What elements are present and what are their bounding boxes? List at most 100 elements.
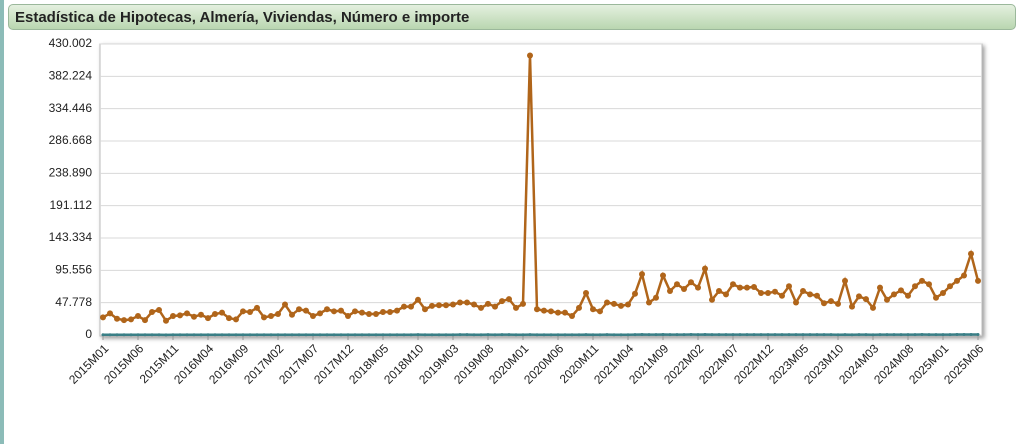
point [171,333,175,337]
point [128,316,134,323]
point [156,306,162,313]
point [835,300,841,307]
point [751,283,757,290]
point [632,290,638,297]
point [570,333,574,337]
point [352,308,358,315]
point [402,333,406,337]
point [668,333,672,337]
point [143,333,147,337]
point [892,333,896,337]
point [654,333,658,337]
point [387,308,393,315]
point [191,313,197,320]
point [877,284,883,291]
point [157,333,161,337]
point [702,265,708,272]
point [436,302,442,309]
point [597,308,603,315]
point [290,333,294,337]
point [416,333,420,337]
point [674,281,680,288]
point [647,333,651,337]
point [801,333,805,337]
point [618,302,624,309]
point [366,311,372,318]
point [976,333,980,337]
point [548,308,554,315]
point [261,314,267,321]
point [429,302,435,309]
point [941,333,945,337]
point [507,333,511,337]
point [709,296,715,303]
point [492,303,498,310]
point [101,333,105,337]
point [569,313,575,320]
point [359,309,365,316]
point [311,333,315,337]
point [401,303,407,310]
point [646,299,652,306]
point [513,304,519,311]
point [423,333,427,337]
point [962,333,966,337]
point [178,333,182,337]
point [241,333,245,337]
point [135,313,141,320]
point [206,333,210,337]
point [297,333,301,337]
point [556,333,560,337]
point [891,291,897,298]
point [562,309,568,316]
point [409,333,413,337]
point [296,306,302,313]
y-tick-label: 143.334 [49,230,93,244]
y-tick-label: 191.112 [50,198,93,212]
side-strip [0,0,4,444]
point [521,333,525,337]
point [703,333,707,337]
point [394,307,400,314]
point [324,306,330,313]
point [247,308,253,315]
point [275,311,281,318]
point [590,306,596,313]
point [122,333,126,337]
point [437,333,441,337]
point [108,333,112,337]
point [681,285,687,292]
point [682,333,686,337]
point [843,333,847,337]
point [262,333,266,337]
point [759,333,763,337]
point [975,277,981,284]
point [724,333,728,337]
point [514,333,518,337]
point [885,333,889,337]
point [192,333,196,337]
point [499,298,505,305]
point [626,333,630,337]
point [248,333,252,337]
point [451,333,455,337]
point [304,333,308,337]
point [878,333,882,337]
point [591,333,595,337]
point [905,292,911,299]
point [506,296,512,303]
y-tick-label: 238.890 [49,166,93,180]
point [583,290,589,297]
point [353,333,357,337]
point [346,333,350,337]
point [773,333,777,337]
point [723,291,729,298]
point [219,309,225,316]
point [794,333,798,337]
point [842,277,848,284]
point [605,333,609,337]
point [310,313,316,320]
point [745,333,749,337]
point [864,333,868,337]
